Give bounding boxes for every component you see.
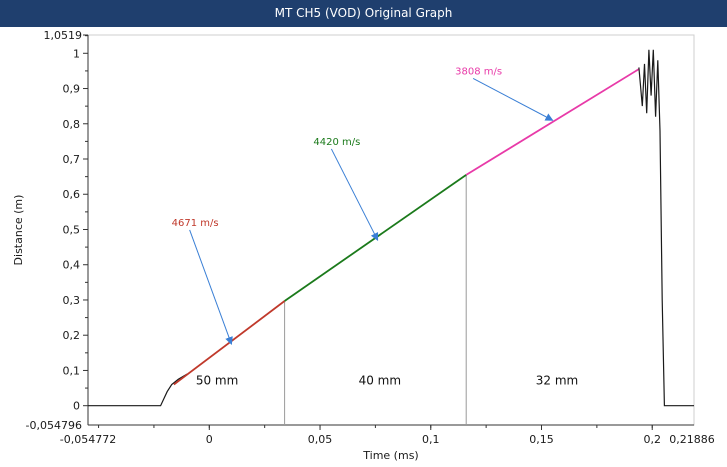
plot-frame (87, 34, 695, 426)
y-tick-label: 1 (73, 47, 80, 60)
y-bound-top: 1,0519 (44, 29, 83, 42)
x-tick-label: 0,15 (529, 433, 554, 446)
speed-label: 4671 m/s (172, 218, 219, 229)
segment-length-label: 50 mm (196, 374, 238, 388)
x-axis-title: Time (ms) (362, 449, 418, 462)
speed-arrow (189, 229, 233, 345)
series-line-4 (638, 49, 694, 407)
y-tick-label: 0,6 (63, 188, 81, 201)
x-bound-left: -0,054772 (60, 433, 116, 446)
x-tick-label: 0,1 (422, 433, 440, 446)
segment-length-label: 32 mm (536, 374, 578, 388)
series-line-0 (88, 373, 188, 407)
y-tick-label: 0,9 (63, 83, 81, 96)
y-tick-label: 0,8 (63, 118, 81, 131)
x-tick-label: 0 (206, 433, 213, 446)
series-line-1 (173, 300, 286, 386)
x-tick-label: 0,05 (308, 433, 333, 446)
y-tick-label: 0,2 (63, 329, 81, 342)
window-title: MT CH5 (VOD) Original Graph (0, 0, 727, 27)
y-tick-label: 0,3 (63, 294, 81, 307)
y-tick-label: 0 (73, 400, 80, 413)
x-bound-right: 0,21886 (669, 433, 715, 446)
y-tick-label: 0,5 (63, 223, 81, 236)
y-tick-label: 0,4 (63, 259, 81, 272)
speed-arrow (330, 148, 379, 241)
y-tick-label: 0,1 (63, 364, 81, 377)
series-line-2 (284, 174, 467, 302)
speed-label: 3808 m/s (455, 66, 502, 77)
series-line-3 (465, 68, 640, 176)
speed-label: 4420 m/s (313, 137, 360, 148)
segment-length-label: 40 mm (359, 374, 401, 388)
x-tick-label: 0,2 (643, 433, 661, 446)
y-axis-title: Distance (m) (12, 195, 25, 266)
speed-arrow (472, 77, 554, 121)
y-tick-label: 0,7 (63, 153, 81, 166)
y-bound-bottom: -0,054796 (26, 419, 82, 432)
